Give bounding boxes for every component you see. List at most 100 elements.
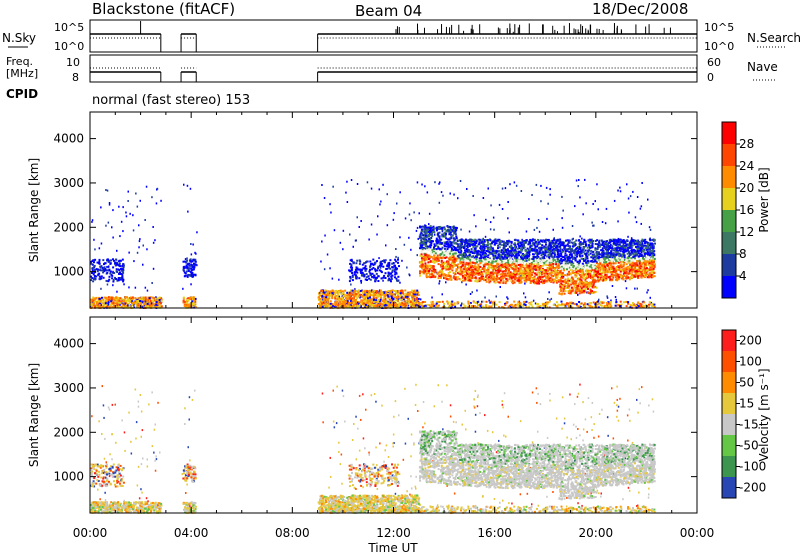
range-cell	[422, 228, 425, 231]
range-cell	[387, 266, 390, 269]
range-cell	[622, 248, 625, 251]
range-cell	[394, 289, 397, 292]
range-cell	[334, 292, 337, 295]
range-cell	[411, 300, 414, 303]
range-cell	[389, 299, 392, 302]
range-cell	[526, 251, 529, 254]
range-cell	[342, 229, 345, 232]
range-cell	[365, 273, 368, 276]
range-cell	[100, 242, 103, 245]
range-cell	[432, 265, 435, 268]
range-cell	[122, 263, 125, 266]
range-cell	[577, 249, 580, 252]
range-cell	[116, 303, 119, 306]
range-cell	[135, 304, 138, 307]
range-cell	[564, 280, 567, 283]
range-cell	[636, 270, 639, 273]
range-cell	[430, 250, 432, 253]
range-cell	[472, 266, 475, 269]
range-cell	[446, 241, 448, 244]
range-cell	[345, 191, 347, 194]
range-cell	[560, 284, 563, 287]
range-cell	[570, 278, 573, 281]
range-cell	[107, 296, 110, 299]
range-cell	[355, 274, 358, 277]
range-cell	[473, 244, 476, 247]
range-cell	[124, 296, 127, 299]
range-cell	[146, 248, 148, 251]
range-cell	[329, 267, 331, 270]
range-cell	[575, 250, 578, 253]
range-cell	[102, 271, 105, 274]
range-cell	[572, 262, 575, 265]
range-cell	[393, 304, 396, 307]
range-cell	[592, 203, 594, 205]
range-cell	[514, 257, 517, 260]
range-cell	[447, 257, 450, 260]
range-cell	[122, 306, 125, 309]
range-cell	[510, 247, 513, 250]
range-cell	[433, 233, 436, 236]
range-cell	[191, 260, 194, 263]
range-cell	[575, 267, 578, 270]
range-cell	[525, 278, 528, 281]
range-cell	[434, 181, 436, 184]
range-cell	[441, 271, 444, 273]
range-cell	[457, 197, 459, 200]
range-cell	[562, 258, 565, 261]
range-cell	[416, 181, 419, 184]
range-cell	[433, 243, 436, 246]
range-cell	[191, 274, 194, 276]
range-cell	[157, 298, 160, 301]
range-cell	[513, 273, 516, 276]
range-cell	[406, 295, 409, 298]
range-cell	[479, 251, 482, 254]
range-cell	[108, 275, 111, 278]
range-cell	[614, 244, 617, 246]
range-cell	[423, 257, 426, 260]
range-cell	[530, 262, 533, 264]
range-cell	[99, 297, 102, 300]
range-cell	[646, 291, 648, 294]
range-cell	[462, 271, 465, 273]
range-cell	[93, 264, 96, 267]
range-cell	[451, 260, 454, 263]
range-cell	[548, 256, 551, 259]
range-cell	[105, 297, 108, 300]
range-cell	[582, 247, 585, 250]
range-cell	[480, 251, 483, 254]
range-cell	[447, 250, 450, 253]
range-cell	[598, 298, 600, 301]
range-cell	[388, 273, 391, 276]
range-cell	[387, 265, 390, 268]
range-cell	[438, 242, 441, 245]
range-cell	[580, 250, 583, 253]
range-cell	[395, 260, 398, 263]
range-cell	[425, 258, 428, 261]
range-cell	[115, 278, 118, 280]
range-cell	[449, 229, 452, 232]
range-cell	[485, 274, 488, 277]
range-cell	[572, 288, 575, 291]
range-cell	[494, 252, 497, 255]
range-cell	[94, 278, 97, 281]
nave-label: Nave	[747, 60, 778, 74]
range-cell	[336, 295, 339, 298]
range-cell	[459, 269, 462, 272]
range-cell	[619, 190, 622, 193]
range-cell	[544, 249, 547, 252]
range-cell	[464, 259, 467, 262]
range-cell	[156, 187, 159, 190]
range-cell	[464, 268, 467, 271]
range-cell	[645, 274, 647, 277]
range-cell	[382, 297, 385, 300]
range-cell	[581, 269, 584, 271]
range-cell	[493, 240, 496, 243]
range-cell	[646, 248, 649, 251]
range-cell	[538, 243, 541, 245]
range-cell	[505, 261, 508, 264]
range-cell	[438, 271, 441, 273]
range-cell	[630, 237, 633, 240]
range-cell	[346, 180, 348, 183]
range-cell	[122, 230, 124, 233]
